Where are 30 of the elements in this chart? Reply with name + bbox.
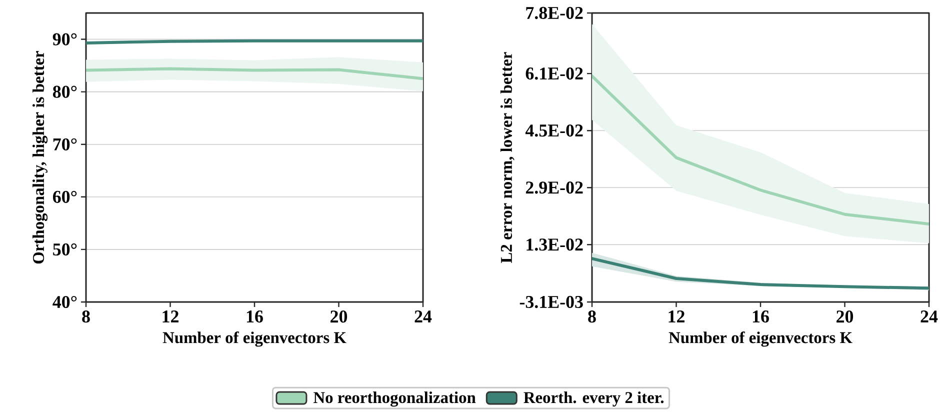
y-tick-label: -3.1E-03 bbox=[520, 296, 583, 308]
x-tick-label: 24 bbox=[414, 310, 432, 322]
y-axis-title: L2 error norm, lower is better bbox=[500, 52, 514, 263]
x-tick-label: 12 bbox=[162, 310, 178, 322]
x-tick-label: 24 bbox=[920, 310, 938, 322]
legend-label: Reorth. every 2 iter. bbox=[524, 392, 664, 407]
y-tick-label: 6.1E-02 bbox=[526, 67, 583, 80]
x-axis-title: Number of eigenvectors K bbox=[162, 331, 346, 347]
y-tick-label: 70° bbox=[53, 138, 77, 150]
y-axis-title: Orthogonality, higher is better bbox=[32, 51, 48, 264]
x-tick-label: 8 bbox=[588, 310, 596, 323]
y-tick-label: 60° bbox=[52, 190, 77, 203]
line-series bbox=[592, 74, 930, 226]
x-tick-label: 20 bbox=[330, 310, 348, 323]
y-tick-label: 2.9E-02 bbox=[526, 182, 583, 194]
x-axis-title: Number of eigenvectors K bbox=[668, 331, 852, 347]
x-tick-label: 8 bbox=[82, 310, 90, 323]
x-tick-label: 12 bbox=[668, 310, 684, 322]
x-tick-label: 20 bbox=[836, 310, 854, 323]
y-tick-label: 4.5E-02 bbox=[525, 124, 583, 137]
x-tick-label: 16 bbox=[246, 310, 263, 323]
line-series bbox=[86, 67, 424, 80]
legend-label: No reorthogonalization bbox=[314, 392, 476, 407]
y-tick-label: 40° bbox=[52, 296, 77, 308]
y-tick-label: 80° bbox=[52, 86, 77, 98]
y-tick-label: 90° bbox=[52, 33, 77, 46]
y-tick-label: 7.8E-02 bbox=[526, 6, 583, 20]
y-tick-label: 1.3E-02 bbox=[526, 238, 583, 251]
x-tick-label: 16 bbox=[752, 310, 769, 323]
y-tick-label: 50° bbox=[53, 243, 77, 256]
